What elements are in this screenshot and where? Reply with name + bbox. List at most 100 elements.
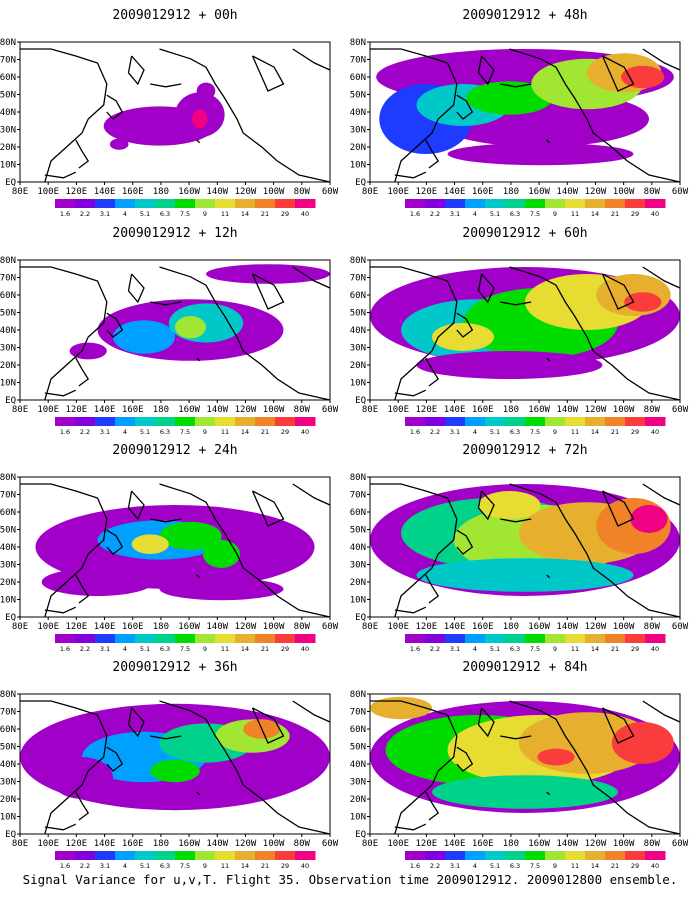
x-tick-label: 80W bbox=[644, 405, 661, 415]
colorbar-label: 5.1 bbox=[140, 428, 150, 436]
colorbar-swatch bbox=[255, 634, 276, 643]
colorbar-label: 21 bbox=[261, 210, 269, 218]
colorbar-label: 1.6 bbox=[410, 645, 420, 653]
colorbar-swatch bbox=[405, 851, 426, 860]
coastline bbox=[44, 823, 77, 831]
coastline bbox=[477, 707, 495, 738]
colorbar-swatch bbox=[565, 851, 586, 860]
map-plot: EQ 10N 20N 30N 40N 50N 60N 70N 80N 80E 100E 120E 140… bbox=[350, 690, 689, 870]
variance-contour bbox=[416, 558, 634, 592]
variance-contour bbox=[109, 138, 129, 150]
variance-contour bbox=[131, 534, 169, 554]
colorbar-swatch bbox=[425, 417, 446, 426]
x-tick-label: 160W bbox=[528, 405, 550, 415]
coastline bbox=[394, 823, 427, 831]
variance-contour bbox=[416, 351, 603, 379]
colorbar: 1.6 2.2 3.1 4 5.1 6.3 7.5 9 11 14 21 29 40 bbox=[405, 199, 666, 218]
colorbar-swatch bbox=[115, 199, 136, 208]
coastline bbox=[456, 312, 474, 338]
colorbar-swatch bbox=[275, 851, 296, 860]
colorbar-swatch bbox=[645, 634, 666, 643]
colorbar-swatch bbox=[115, 851, 136, 860]
y-tick-label: 30N bbox=[350, 126, 366, 136]
colorbar-swatch bbox=[625, 417, 646, 426]
colorbar-label: 9 bbox=[553, 645, 557, 653]
colorbar-label: 40 bbox=[651, 428, 659, 436]
coastline bbox=[425, 139, 440, 169]
map-group: EQ 10N 20N 30N 40N 50N 60N 70N 80N 80E 100E 120E 140… bbox=[350, 256, 689, 436]
colorbar-label: 14 bbox=[241, 210, 249, 218]
coastline bbox=[251, 490, 285, 527]
coastline bbox=[394, 171, 427, 179]
x-tick-label: 120E bbox=[66, 187, 88, 197]
x-tick-label: 100W bbox=[263, 187, 285, 197]
colorbar-label: 5.1 bbox=[490, 428, 500, 436]
variance-contour bbox=[41, 568, 154, 596]
colorbar-label: 7.5 bbox=[180, 210, 190, 218]
figure-caption: Signal Variance for u,v,T. Flight 35. Ob… bbox=[22, 872, 678, 887]
variance-field bbox=[103, 82, 225, 150]
panel-title: 2009012912 + 12h bbox=[112, 226, 238, 241]
coastline bbox=[292, 700, 330, 723]
y-tick-label: 80N bbox=[0, 256, 16, 266]
y-tick-label: EQ bbox=[355, 613, 366, 623]
panel-84h: 2009012912 + 84h EQ 10N 20N 30N 40N 50N 60N 70N… bbox=[350, 660, 700, 885]
y-tick-label: 80N bbox=[0, 38, 16, 48]
y-tick-label: 20N bbox=[350, 361, 366, 371]
colorbar-label: 29 bbox=[631, 428, 639, 436]
coastline bbox=[509, 48, 680, 182]
map-group: EQ 10N 20N 30N 40N 50N 60N 70N 80N 80E 100E 120E 140… bbox=[0, 256, 339, 436]
y-tick-label: 40N bbox=[350, 543, 366, 553]
colorbar-label: 21 bbox=[611, 862, 619, 870]
colorbar-label: 3.1 bbox=[100, 428, 110, 436]
variance-contour bbox=[69, 342, 107, 360]
colorbar-swatch bbox=[195, 417, 216, 426]
colorbar-swatch bbox=[255, 851, 276, 860]
coastline bbox=[292, 483, 330, 506]
coastlines bbox=[370, 700, 680, 834]
colorbar-label: 9 bbox=[553, 428, 557, 436]
y-tick-label: 60N bbox=[350, 725, 366, 735]
colorbar-label: 5.1 bbox=[490, 645, 500, 653]
colorbar-swatch bbox=[525, 417, 546, 426]
x-tick-label: 120E bbox=[66, 405, 88, 415]
colorbar-swatch bbox=[505, 851, 526, 860]
colorbar-label: 14 bbox=[591, 210, 599, 218]
colorbar-label: 21 bbox=[261, 428, 269, 436]
variance-contour bbox=[192, 109, 208, 129]
colorbar-swatch bbox=[295, 851, 316, 860]
y-tick-label: 10N bbox=[350, 813, 366, 823]
x-tick-label: 120W bbox=[235, 405, 257, 415]
y-tick-label: 20N bbox=[0, 361, 16, 371]
coastline bbox=[150, 735, 182, 740]
coastline bbox=[601, 273, 635, 310]
colorbar: 1.6 2.2 3.1 4 5.1 6.3 7.5 9 11 14 21 29 40 bbox=[405, 417, 666, 436]
coastline bbox=[150, 518, 182, 523]
panel-36h: 2009012912 + 36h EQ 10N 20N 30N 40N 50N 60N 70N… bbox=[0, 660, 350, 885]
coastline bbox=[642, 266, 680, 289]
colorbar-swatch bbox=[625, 199, 646, 208]
colorbar: 1.6 2.2 3.1 4 5.1 6.3 7.5 9 11 14 21 29 40 bbox=[55, 851, 316, 870]
x-tick-label: 100E bbox=[387, 405, 409, 415]
colorbar-label: 7.5 bbox=[530, 428, 540, 436]
x-tick-label: 160E bbox=[472, 405, 494, 415]
coastline bbox=[292, 48, 330, 71]
colorbar-label: 7.5 bbox=[530, 210, 540, 218]
colorbar-label: 2.2 bbox=[80, 862, 90, 870]
colorbar-swatch bbox=[445, 199, 466, 208]
colorbar-label: 9 bbox=[203, 428, 207, 436]
x-tick-label: 160W bbox=[178, 622, 200, 632]
colorbar-label: 4 bbox=[473, 428, 477, 436]
colorbar-label: 4 bbox=[123, 428, 127, 436]
coastline bbox=[509, 266, 680, 400]
colorbar-label: 3.1 bbox=[100, 645, 110, 653]
colorbar-swatch bbox=[295, 417, 316, 426]
colorbar-swatch bbox=[175, 851, 196, 860]
variance-contour bbox=[113, 320, 175, 354]
colorbar-swatch bbox=[525, 851, 546, 860]
panel-title: 2009012912 + 60h bbox=[462, 226, 588, 241]
y-tick-label: 40N bbox=[0, 326, 16, 336]
colorbar-swatch bbox=[255, 199, 276, 208]
x-tick-label: 140W bbox=[206, 187, 228, 197]
colorbar-swatch bbox=[215, 634, 236, 643]
